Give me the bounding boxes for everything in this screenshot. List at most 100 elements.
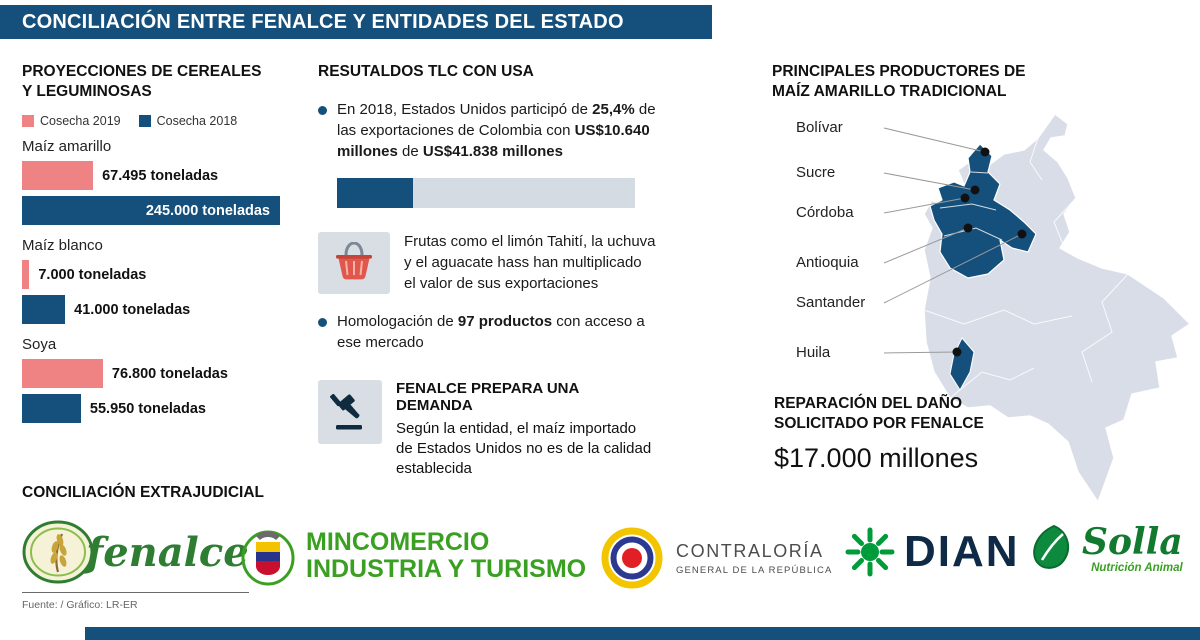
fenalce-wordmark: fenalce	[86, 528, 249, 576]
colombia-crest-icon	[241, 530, 295, 586]
conciliacion-title: CONCILIACIÓN EXTRAJUDICIAL	[22, 484, 264, 501]
contraloria-rings-icon	[601, 527, 663, 589]
map-label-sucre: Sucre	[796, 164, 836, 182]
reparation-amount: $17.000 millones	[774, 442, 979, 473]
tlc-progress-fill	[337, 178, 413, 209]
map-label-bolivar: Bolívar	[796, 119, 843, 137]
footer-bar	[85, 627, 1200, 640]
contraloria-wordmark: CONTRALORÍA GENERAL DE LA REPÚBLICA	[676, 541, 832, 576]
projections-title: PROYECCIONES DE CEREALES Y LEGUMINOSAS	[22, 63, 262, 101]
tlc-b1-post: de	[397, 142, 423, 160]
tlc-bullet-1: En 2018, Estados Unidos participó de 25,…	[318, 100, 656, 162]
dian-sun-icon	[845, 527, 895, 577]
chart-legend: Cosecha 2019 Cosecha 2018	[22, 114, 284, 128]
tlc-fruits-text: Frutas como el limón Tahití, la uchuva y…	[404, 233, 656, 292]
tlc-b1-amount: US$10.640 millones	[337, 121, 650, 160]
contraloria-line2: GENERAL DE LA REPÚBLICA	[676, 564, 833, 576]
bar-value-label: 7.000 toneladas	[38, 266, 147, 283]
gavel-icon-box	[318, 379, 382, 444]
reparation-line1: REPARACIÓN DEL DAÑO	[774, 395, 963, 413]
tlc-progress-track	[337, 178, 635, 209]
legend-label-2018: Cosecha 2018	[156, 114, 238, 129]
tlc-b1-pre: En 2018, Estados Unidos participó de	[337, 101, 593, 119]
tlc-b1-total: US$41.838 millones	[422, 142, 563, 160]
legend-item-2019: Cosecha 2019	[22, 114, 121, 128]
legend-item-2018: Cosecha 2018	[138, 114, 238, 129]
bar-value-label: 76.800 toneladas	[111, 365, 228, 382]
solla-subtitle: Nutrición Animal	[1091, 562, 1183, 574]
tlc-b3-products: 97 productos	[457, 313, 553, 331]
bar-cosecha-2019	[22, 260, 30, 290]
map-zone: Bolívar Sucre Córdoba Antioquia Santande…	[772, 110, 1196, 518]
contraloria-line1: CONTRALORÍA	[676, 540, 824, 561]
reparation-block: REPARACIÓN DEL DAÑO SOLICITADO POR FENAL…	[774, 394, 1024, 473]
category-label: Maíz blanco	[22, 237, 103, 255]
bar-cosecha-2019	[22, 359, 103, 389]
bar-row: 41.000 toneladas	[22, 295, 280, 325]
bullet-dot-icon	[318, 318, 327, 328]
bullet-dot-icon	[318, 106, 327, 116]
department-borders	[923, 138, 1129, 399]
map-label-cordoba: Córdoba	[796, 204, 854, 222]
bar-cosecha-2018: 245.000 toneladas	[22, 196, 280, 226]
category-label: Soya	[22, 336, 57, 354]
bar-value-label: 245.000 toneladas	[145, 202, 270, 219]
mincomercio-line1: MINCOMERCIO	[306, 528, 490, 556]
demand-section: FENALCE PREPARA UNA DEMANDA Según la ent…	[318, 379, 656, 480]
basket-icon-box	[318, 232, 390, 295]
conciliacion-section: CONCILIACIÓN EXTRAJUDICIAL fenalce	[22, 484, 1183, 598]
map-label-huila: Huila	[796, 344, 831, 362]
bar-value-label: 41.000 toneladas	[74, 301, 191, 318]
mincomercio-wordmark: MINCOMERCIO INDUSTRIA Y TURISMO	[306, 529, 586, 583]
dian-logo: DIAN	[844, 526, 1020, 578]
tlc-bullet-1-text: En 2018, Estados Unidos participó de 25,…	[337, 100, 656, 162]
map-section: PRINCIPALES PRODUCTORES DE MAÍZ AMARILLO…	[772, 62, 1196, 518]
fenalce-logo: fenalce	[22, 520, 249, 593]
bar-cosecha-2019	[22, 161, 94, 191]
legend-label-2019: Cosecha 2019	[40, 114, 121, 129]
tlc-b3-post: con acceso a ese mercado	[337, 313, 645, 351]
label-leader-lines	[883, 127, 1023, 354]
bar-value-label: 55.950 toneladas	[89, 400, 206, 417]
bar-row: 7.000 toneladas	[22, 260, 280, 290]
fenalce-wheat-icon	[22, 520, 94, 584]
source-credit: Fuente: / Gráfico: LR-ER	[22, 599, 138, 611]
solla-line: Solla	[1082, 521, 1183, 563]
contraloria-logo: CONTRALORÍA GENERAL DE LA REPÚBLICA	[600, 526, 832, 590]
page-title: CONCILIACIÓN ENTRE FENALCE Y ENTIDADES D…	[22, 10, 624, 33]
bar-row: 55.950 toneladas	[22, 394, 280, 424]
reparation-line2: SOLICITADO POR FENALCE	[774, 415, 984, 433]
highlighted-region-northwest	[929, 143, 1037, 279]
chart-group: Maíz blanco 7.000 toneladas 41.000 tonelad…	[22, 237, 280, 325]
bar-cosecha-2018	[22, 394, 81, 424]
dian-wordmark: DIAN	[904, 527, 1020, 576]
colombia-map	[883, 113, 1191, 503]
tlc-b1-percent: 25,4%	[592, 101, 635, 119]
demand-body: FENALCE PREPARA UNA DEMANDA Según la ent…	[396, 380, 656, 480]
bar-value-label: 67.495 toneladas	[102, 167, 219, 184]
bar-cosecha-2018	[22, 295, 66, 325]
solla-leaf-icon	[1033, 524, 1070, 569]
legend-swatch-2018	[138, 115, 151, 128]
bar-row: 67.495 toneladas	[22, 161, 280, 191]
map-title: PRINCIPALES PRODUCTORES DE MAÍZ AMARILLO…	[772, 63, 1026, 101]
mincomercio-line2: INDUSTRIA Y TURISMO	[306, 555, 587, 583]
map-label-santander: Santander	[796, 294, 866, 312]
demand-title: FENALCE PREPARA UNA DEMANDA	[396, 379, 579, 414]
category-label: Maíz amarillo	[22, 138, 112, 156]
map-label-antioquia: Antioquia	[796, 254, 859, 272]
mincomercio-logo: MINCOMERCIO INDUSTRIA Y TURISMO	[240, 526, 586, 586]
gavel-icon	[330, 393, 362, 430]
tlc-title: RESUTALDOS TLC CON USA	[318, 63, 534, 80]
solla-logo: Solla Nutrición Animal	[1030, 524, 1183, 574]
demand-text: Según la entidad, el maíz importado de E…	[396, 419, 652, 478]
tlc-fruits-item: Frutas como el limón Tahití, la uchuva y…	[318, 232, 656, 295]
bar-row: 76.800 toneladas	[22, 359, 280, 389]
bar-row: 245.000 toneladas	[22, 196, 280, 226]
chart-group: Maíz amarillo 67.495 toneladas 245.000 ton…	[22, 138, 280, 226]
shopping-basket-icon	[336, 242, 372, 280]
projections-chart: Maíz amarillo 67.495 toneladas 245.000 ton…	[22, 138, 280, 424]
logos-row: fenalce MINCOMERCIO INDUSTRIA Y TURISMO	[22, 512, 1183, 598]
legend-swatch-2019	[22, 115, 34, 128]
